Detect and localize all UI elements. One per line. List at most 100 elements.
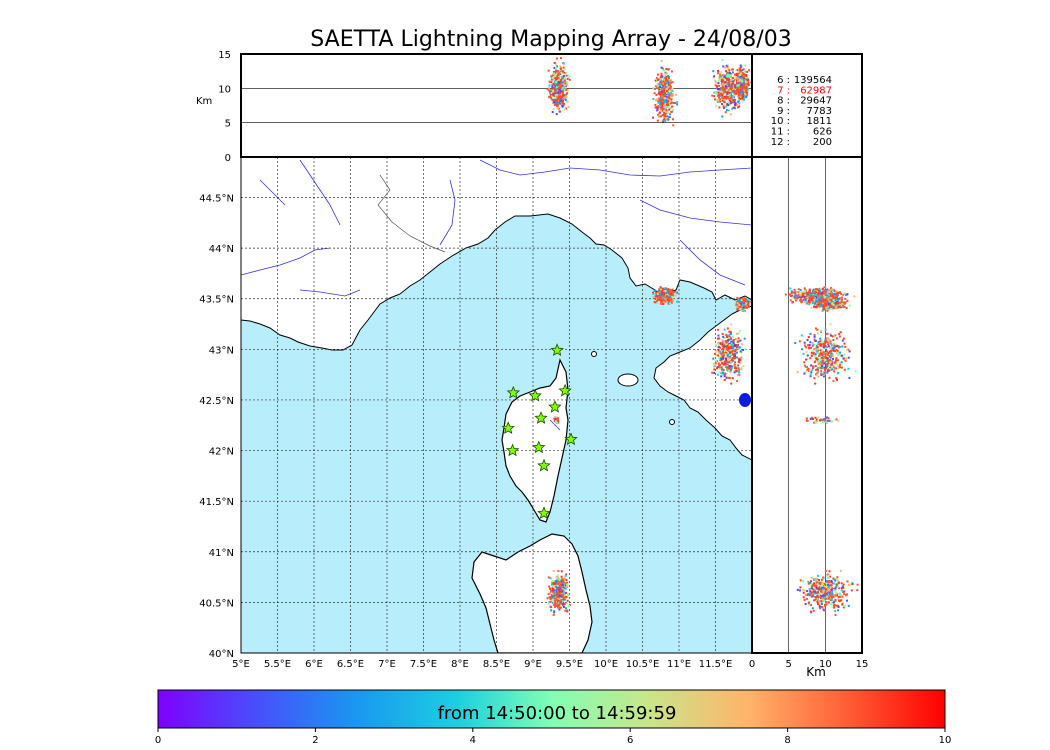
source-point — [737, 370, 740, 373]
source-point — [834, 303, 837, 306]
source-point — [824, 569, 827, 572]
source-point — [828, 289, 831, 292]
source-point — [806, 368, 809, 371]
source-point — [661, 99, 664, 102]
source-point — [717, 82, 720, 85]
source-point — [818, 348, 821, 351]
source-point — [805, 301, 808, 304]
source-point — [722, 362, 725, 365]
source-point — [830, 352, 833, 355]
source-point — [669, 81, 672, 84]
source-point — [553, 593, 556, 596]
source-point — [714, 79, 717, 82]
source-point — [556, 606, 559, 609]
source-point — [665, 88, 668, 91]
source-point — [667, 75, 670, 78]
source-point — [555, 113, 558, 116]
source-point — [743, 97, 746, 100]
source-point — [810, 583, 813, 586]
source-point — [836, 604, 839, 607]
source-point — [813, 587, 816, 590]
station-star — [505, 443, 520, 457]
source-point — [837, 291, 840, 294]
source-point — [823, 295, 826, 298]
station-star — [532, 440, 546, 454]
source-point — [556, 417, 559, 420]
source-point — [815, 344, 818, 347]
source-point — [816, 592, 819, 595]
source-point — [808, 344, 811, 347]
source-point — [727, 79, 730, 82]
source-point — [549, 587, 552, 590]
source-point — [563, 603, 566, 606]
source-point — [842, 306, 845, 309]
source-point — [713, 91, 716, 94]
source-point — [828, 368, 831, 371]
source-point — [734, 77, 737, 80]
source-point — [743, 305, 746, 308]
source-point — [562, 104, 565, 107]
source-point — [784, 293, 787, 296]
source-point — [558, 608, 561, 611]
source-point — [731, 349, 734, 352]
source-point — [824, 359, 827, 362]
source-point — [566, 599, 569, 602]
source-point — [811, 341, 814, 344]
source-point — [562, 81, 565, 84]
source-point — [563, 96, 566, 99]
lat-tick-label: 42.5°N — [199, 396, 234, 407]
source-point — [743, 89, 746, 92]
source-point — [856, 589, 859, 592]
source-point — [546, 597, 549, 600]
source-point — [813, 591, 816, 594]
source-point — [821, 290, 824, 293]
source-point — [724, 83, 727, 86]
source-point — [657, 88, 660, 91]
source-point — [662, 101, 665, 104]
source-point — [562, 596, 565, 599]
station-count-value: 62987 — [800, 85, 832, 96]
source-point — [829, 349, 832, 352]
source-point — [834, 589, 837, 592]
source-point — [734, 103, 737, 106]
source-point — [838, 305, 841, 308]
source-point — [659, 288, 662, 291]
source-point — [561, 592, 564, 595]
source-point — [722, 88, 725, 91]
source-point — [566, 77, 569, 80]
source-point — [664, 287, 667, 290]
source-point — [840, 589, 843, 592]
source-point — [664, 296, 667, 299]
source-point — [818, 582, 821, 585]
source-point — [845, 307, 848, 310]
source-point — [832, 343, 835, 346]
source-point — [724, 361, 727, 364]
source-point — [821, 606, 824, 609]
lon-tick-label: 11.5°E — [699, 659, 733, 670]
source-point — [831, 587, 834, 590]
source-point — [814, 302, 817, 305]
source-point — [831, 357, 834, 360]
source-point — [552, 603, 555, 606]
source-point — [659, 299, 662, 302]
source-point — [799, 589, 802, 592]
source-point — [793, 288, 796, 291]
source-point — [793, 295, 796, 298]
source-point — [834, 588, 837, 591]
source-point — [816, 597, 819, 600]
source-point — [564, 94, 567, 97]
source-point — [564, 591, 567, 594]
colorbar-label: from 14:50:00 to 14:59:59 — [438, 703, 677, 724]
source-point — [676, 101, 679, 104]
source-point — [828, 358, 831, 361]
source-point — [831, 347, 834, 350]
source-point — [839, 361, 842, 364]
source-point — [830, 593, 833, 596]
source-point — [556, 101, 559, 104]
source-point — [728, 377, 731, 380]
source-point — [551, 596, 554, 599]
source-point — [558, 110, 561, 113]
source-point — [809, 603, 812, 606]
source-point — [833, 293, 836, 296]
source-point — [835, 357, 838, 360]
